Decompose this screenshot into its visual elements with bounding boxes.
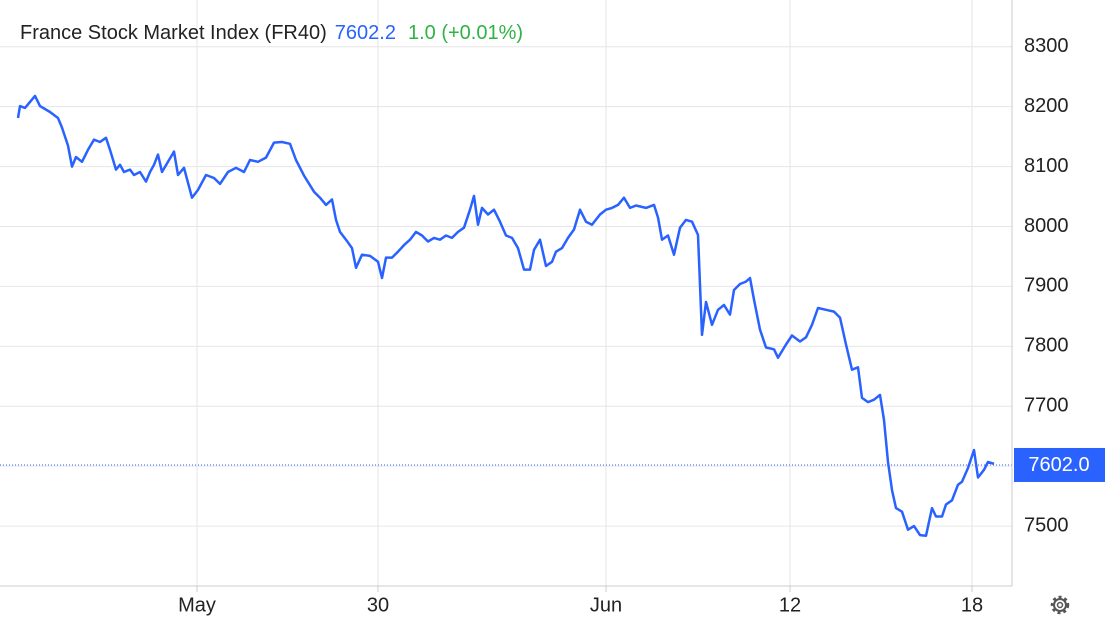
settings-icon[interactable] — [1050, 595, 1070, 615]
x-tick-label: Jun — [590, 594, 622, 616]
y-tick-label: 7700 — [1024, 395, 1069, 417]
x-tick-label: 18 — [961, 594, 983, 616]
chart-title: France Stock Market Index (FR40) 7602.2 1.… — [20, 22, 523, 44]
title: France Stock Market Index (FR40) — [20, 22, 327, 44]
y-tick-label: 7800 — [1024, 335, 1069, 357]
y-tick-label: 7500 — [1024, 514, 1069, 536]
price-line — [16, 94, 995, 537]
y-tick-label: 7900 — [1024, 275, 1069, 297]
y-tick-label: 8300 — [1024, 35, 1069, 57]
x-tick-label: 12 — [779, 594, 801, 616]
y-tick-label: 8000 — [1024, 215, 1069, 237]
y-tick-label: 8100 — [1024, 155, 1069, 177]
last-price: 7602.2 — [335, 22, 396, 44]
change: 1.0 (+0.01%) — [408, 22, 523, 44]
last-value-box — [1014, 447, 1105, 482]
y-tick-label: 8200 — [1024, 95, 1069, 117]
x-tick-label: May — [178, 594, 216, 616]
plot: 750076007700780079008000810082008300May3… — [0, 0, 1105, 616]
last-value-label: 7602.0 — [1028, 454, 1089, 476]
x-tick-label: 30 — [367, 594, 389, 616]
